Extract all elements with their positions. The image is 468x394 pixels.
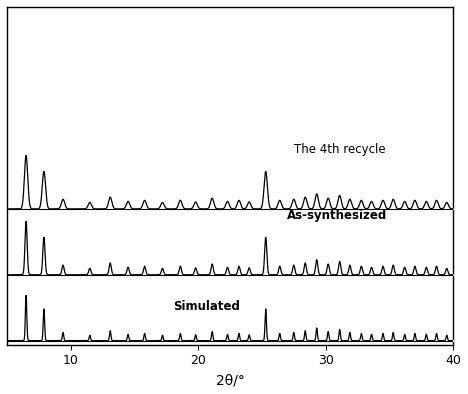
Text: The 4th recycle: The 4th recycle (294, 143, 385, 156)
Text: Simulated: Simulated (173, 299, 240, 312)
X-axis label: 2θ/°: 2θ/° (216, 373, 244, 387)
Text: As-synthesized: As-synthesized (287, 209, 388, 222)
